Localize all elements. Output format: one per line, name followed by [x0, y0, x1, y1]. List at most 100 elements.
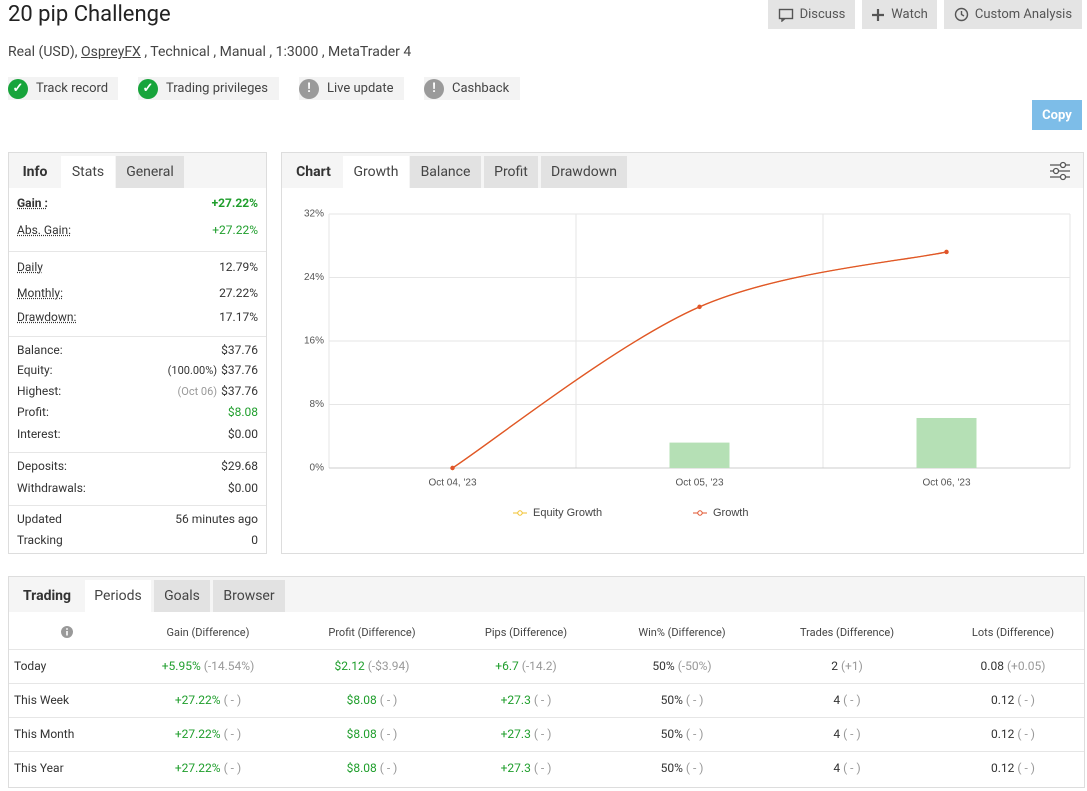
watch-button[interactable]: Watch	[862, 0, 937, 29]
y-tick-label: 0%	[310, 463, 325, 474]
tab[interactable]: Browser	[213, 580, 285, 612]
badge: ! Cashback	[424, 77, 520, 100]
copy-button[interactable]: Copy	[1032, 100, 1082, 130]
stat-number: 27.22%	[219, 286, 258, 300]
cell-value: 0.08	[980, 659, 1004, 673]
cell-difference: ( - )	[379, 761, 398, 775]
tab[interactable]: Stats	[61, 156, 115, 188]
cell-difference: ( - )	[843, 727, 861, 741]
info-panel: Info Stats General Gain : +27.22% Abs. Gai…	[8, 152, 267, 554]
cell-difference: ( - )	[843, 693, 861, 707]
row-label: This Month	[14, 727, 75, 741]
separator	[9, 452, 266, 453]
stat-label: Highest:	[17, 384, 62, 398]
cell-difference: ( - )	[379, 693, 398, 707]
tab[interactable]: Periods	[85, 580, 151, 612]
stat-label: Withdrawals:	[17, 481, 86, 495]
tab[interactable]: Drawdown	[541, 156, 627, 188]
account-details: , Technical , Manual , 1:3000 , MetaTrad…	[144, 44, 412, 60]
growth-chart: 0% 8% 16% 24% 32% Oct 04, '23 Oct 05, '23 Oct 0…	[304, 209, 1071, 519]
warning-icon: !	[424, 78, 444, 99]
cell: $8.08( - )	[292, 693, 452, 707]
badge: ! Live update	[299, 77, 404, 100]
tab[interactable]: Balance	[410, 156, 481, 188]
stat-label: Interest:	[17, 427, 61, 441]
stat-label: Equity:	[17, 363, 53, 377]
cell-value: 50%	[660, 693, 683, 707]
cell-difference: ( - )	[533, 761, 552, 775]
cell: 0.08 (+0.05)	[933, 659, 1087, 673]
tab-bar: Chart Growth Balance Profit Drawdown	[282, 153, 1083, 188]
tab[interactable]: Chart	[296, 164, 331, 180]
cell-value: +5.95%	[161, 659, 201, 673]
tab[interactable]: Goals	[154, 580, 210, 612]
label: Watch	[891, 7, 928, 22]
check-icon: ✓	[138, 78, 158, 99]
cell: +27.3( - )	[446, 761, 606, 775]
stat-value: (100.00%) $37.76	[168, 363, 258, 377]
cell-difference: ( - )	[533, 693, 552, 707]
stat-number: $0.00	[227, 427, 258, 441]
cell-value: +6.7	[495, 659, 519, 673]
series-line	[452, 251, 947, 469]
separator	[9, 505, 266, 506]
cell-value: +27.3	[500, 693, 531, 707]
bar	[669, 442, 730, 468]
y-tick-label: 32%	[304, 209, 324, 220]
icon	[954, 7, 969, 22]
cell-difference: ( - )	[223, 761, 242, 775]
cell-difference: ( - )	[685, 727, 704, 741]
column-header: Trades (Difference)	[799, 626, 895, 639]
cell: +27.22%( - )	[128, 761, 288, 775]
cell-value: $8.08	[346, 727, 377, 741]
series-line	[452, 251, 947, 469]
settings-icon[interactable]	[1049, 161, 1071, 181]
stat-number: 0	[251, 533, 258, 547]
info-icon[interactable]	[60, 625, 74, 639]
column-header: Win% (Difference)	[638, 626, 726, 639]
y-tick-label: 8%	[310, 399, 325, 410]
cell-difference: ( - )	[533, 727, 552, 741]
stat-note: (Oct 06)	[177, 385, 218, 398]
stat-label: Profit:	[17, 405, 49, 419]
tab[interactable]: Profit	[484, 156, 538, 188]
broker-link[interactable]: OspreyFX	[81, 44, 141, 60]
cell-difference: ( - )	[685, 693, 704, 707]
label: Discuss	[799, 7, 846, 22]
stat-value: 0	[251, 533, 258, 547]
stat-label: Deposits:	[17, 459, 67, 473]
discuss-button[interactable]: Discuss	[768, 0, 855, 29]
cell-value: 4	[833, 693, 841, 707]
cell-difference: ( - )	[1017, 727, 1035, 741]
stat-label: Gain :	[17, 196, 48, 210]
tab[interactable]: Growth	[343, 156, 409, 188]
cell-value: 50%	[652, 659, 675, 673]
tab[interactable]: Trading	[22, 588, 72, 604]
cell: +6.7 (-14.2)	[446, 659, 606, 673]
cell-difference: ( - )	[843, 761, 861, 775]
icon	[872, 8, 885, 21]
cell-difference: (-$3.94)	[367, 659, 410, 673]
cell-value: 4	[833, 761, 841, 775]
account-type: Real (USD),	[8, 44, 78, 60]
cell-value: 0.12	[991, 727, 1015, 741]
cell-difference: ( - )	[223, 727, 242, 741]
stat-value: 27.22%	[219, 286, 258, 300]
cell: +27.3( - )	[446, 727, 606, 741]
badge-label: Trading privileges	[166, 81, 268, 96]
stat-value: $8.08	[228, 405, 258, 419]
custom-analysis-button[interactable]: Custom Analysis	[944, 0, 1082, 29]
separator	[9, 336, 266, 337]
separator	[9, 751, 1084, 752]
tab-bar: Info Stats General	[9, 153, 266, 188]
cell-value: +27.3	[500, 761, 531, 775]
cell-value: +27.22%	[174, 727, 221, 741]
tab[interactable]: Info	[22, 164, 48, 180]
badge: ✓ Trading privileges	[138, 77, 279, 100]
tab[interactable]: General	[116, 156, 184, 188]
cell: 50%( - )	[602, 761, 762, 775]
x-tick-label: Oct 06, '23	[922, 478, 970, 489]
stat-value: $37.76	[221, 343, 258, 357]
page-title: 20 pip Challenge	[8, 2, 171, 27]
x-tick-label: Oct 05, '23	[675, 478, 723, 489]
